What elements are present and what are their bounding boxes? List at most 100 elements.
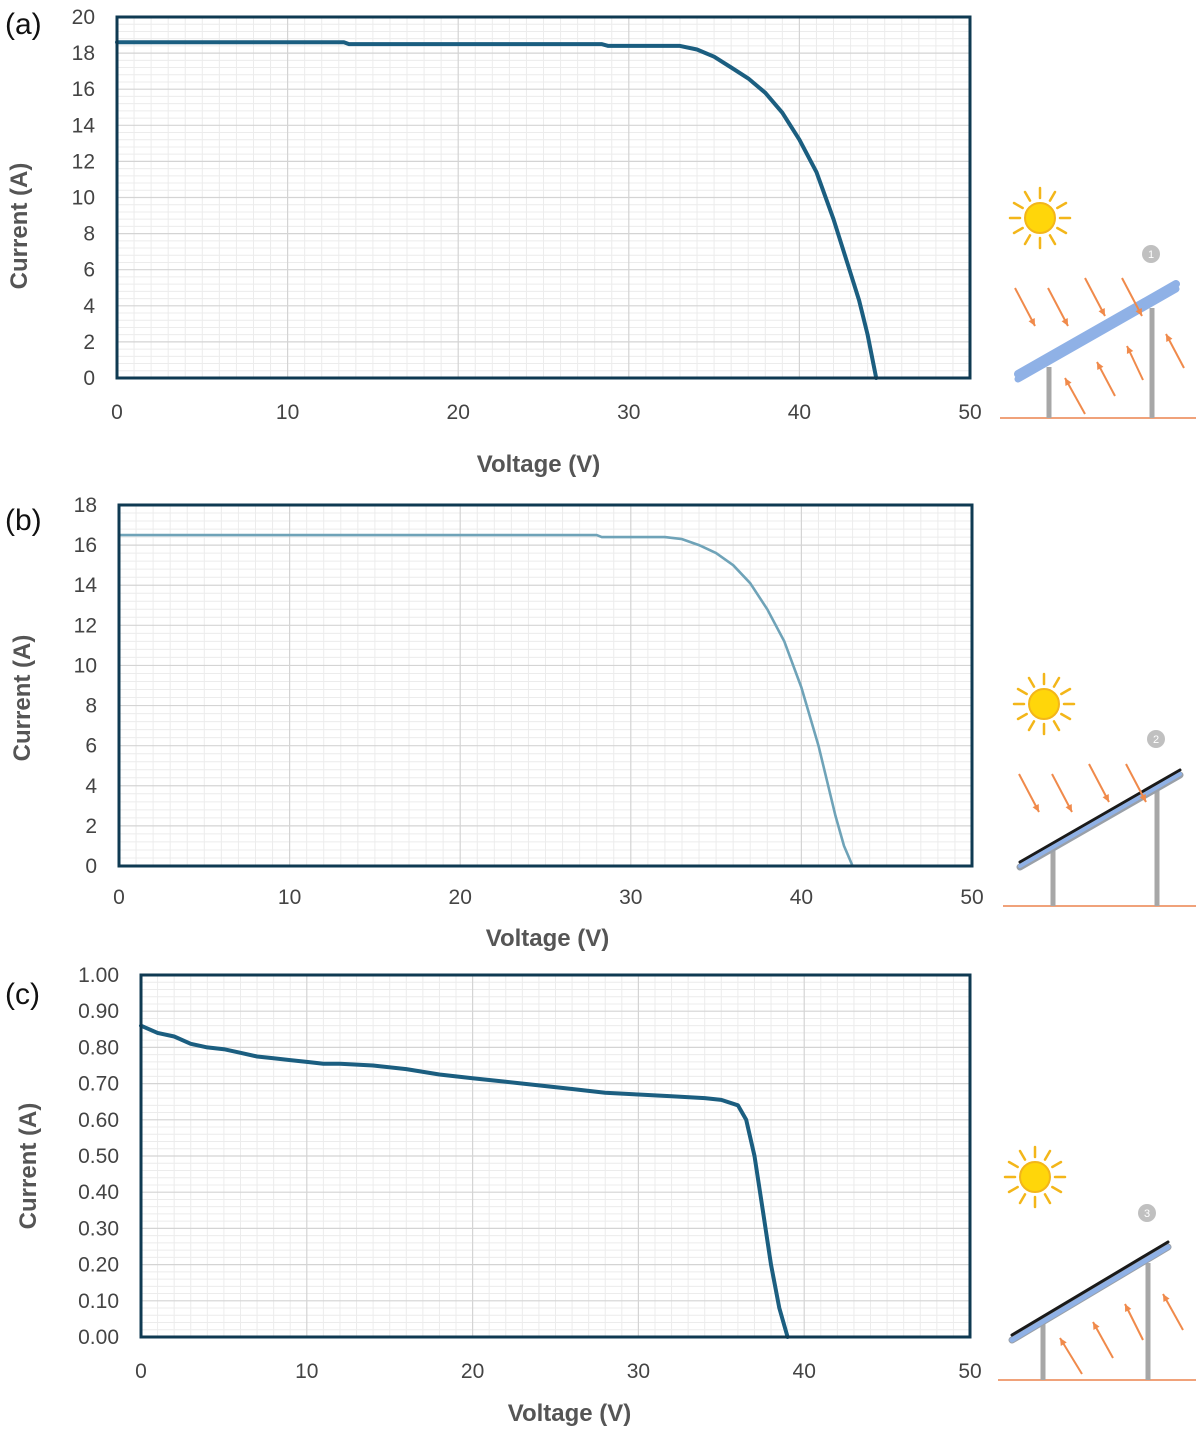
step-badge <box>1147 730 1165 748</box>
x-axis-title: Voltage (V) <box>477 451 601 478</box>
sun-disc <box>1024 202 1056 234</box>
sun-disc <box>1019 1161 1051 1193</box>
sun-ray <box>1043 1149 1052 1161</box>
solar-panel <box>1010 1240 1170 1337</box>
y-axis-title: Current (A) <box>6 163 33 290</box>
x-tick-label: 0 <box>111 401 123 424</box>
front-irradiance-arrow-head <box>1139 794 1146 802</box>
x-axis-title: Voltage (V) <box>486 925 610 952</box>
y-tick-label: 6 <box>83 259 95 282</box>
front-irradiance-arrow-head <box>1102 794 1109 802</box>
x-tick-label: 20 <box>461 1360 484 1383</box>
x-tick-label: 50 <box>960 886 983 909</box>
x-tick-label: 20 <box>449 886 472 909</box>
y-tick-label: 0.00 <box>78 1326 119 1349</box>
y-tick-label: 0.30 <box>78 1217 119 1240</box>
x-tick-label: 50 <box>958 401 981 424</box>
y-tick-label: 10 <box>72 187 95 210</box>
rear-irradiance-arrow-head <box>1060 1338 1067 1346</box>
sun-ray <box>1016 712 1028 721</box>
y-tick-label: 0 <box>85 855 97 878</box>
pv-setup-illustration: 3 <box>998 1145 1196 1381</box>
y-tick-label: 0.10 <box>78 1290 119 1313</box>
rear-irradiance-arrow-head <box>1065 378 1072 386</box>
sun-ray <box>1056 226 1068 235</box>
y-tick-label: 18 <box>72 42 95 65</box>
y-tick-label: 1.00 <box>78 964 119 987</box>
rear-irradiance-arrow-head <box>1097 362 1104 370</box>
y-tick-label: 0.50 <box>78 1145 119 1168</box>
pv-setup-illustration: 2 <box>1003 672 1196 907</box>
sun-ray <box>1007 1185 1019 1194</box>
y-tick-label: 0.90 <box>78 1000 119 1023</box>
x-tick-label: 30 <box>627 1360 650 1383</box>
y-tick-label: 12 <box>74 614 97 637</box>
step-badge-number: 2 <box>1153 734 1159 746</box>
sun-ray <box>1023 190 1032 202</box>
rear-irradiance-arrow-head <box>1163 1294 1170 1302</box>
pv-setup-illustration: 1 <box>1000 186 1196 419</box>
step-badge-number: 3 <box>1144 1208 1150 1220</box>
y-tick-label: 20 <box>72 6 95 29</box>
panel-a: 0 10 20 30 40 50 0 2 4 6 8 10 12 14 16 18 20 Voltage (V) C… <box>5 6 1196 478</box>
sun-ray <box>1012 201 1024 210</box>
x-axis-title: Voltage (V) <box>508 1400 632 1427</box>
rear-irradiance-arrow-head <box>1125 1304 1132 1312</box>
sun-ray <box>1052 676 1061 688</box>
sun-ray <box>1018 1193 1027 1205</box>
y-tick-label: 2 <box>83 331 95 354</box>
iv-curve-line <box>139 1023 790 1339</box>
x-tick-label: 40 <box>788 401 811 424</box>
y-tick-label: 14 <box>74 574 98 597</box>
solar-panel <box>1018 768 1182 864</box>
rear-irradiance-arrow-head <box>1093 1322 1100 1330</box>
sun-ray <box>1018 1149 1027 1161</box>
y-tick-label: 6 <box>85 735 97 758</box>
y-tick-label: 18 <box>74 494 97 517</box>
sun-ray <box>1016 687 1028 696</box>
y-tick-label: 0.40 <box>78 1181 119 1204</box>
front-irradiance-arrow-head <box>1098 308 1105 316</box>
y-tick-label: 0.20 <box>78 1254 119 1277</box>
x-tick-label: 30 <box>619 886 642 909</box>
sun-ray <box>1052 720 1061 732</box>
sun-disc <box>1028 688 1060 720</box>
y-tick-label: 16 <box>72 78 95 101</box>
y-axis-title: Current (A) <box>9 635 36 762</box>
iv-curve-line <box>117 533 854 868</box>
x-tick-label: 0 <box>135 1360 147 1383</box>
y-tick-label: 16 <box>74 534 97 557</box>
front-irradiance-arrow-head <box>1065 804 1072 812</box>
panel-front-face <box>1018 772 1182 868</box>
y-tick-label: 4 <box>85 775 97 798</box>
sun-ray <box>1060 712 1072 721</box>
y-tick-label: 0 <box>83 367 95 390</box>
y-tick-label: 0.70 <box>78 1073 119 1096</box>
sun-ray <box>1051 1160 1063 1169</box>
front-irradiance-arrow-head <box>1061 318 1068 326</box>
front-irradiance-arrow-head <box>1028 318 1035 326</box>
solar-panel <box>1014 280 1180 378</box>
plot-frame <box>115 15 972 380</box>
y-tick-label: 12 <box>72 150 95 173</box>
sun-ray <box>1043 1193 1052 1205</box>
x-tick-label: 10 <box>276 401 299 424</box>
sun-ray <box>1027 676 1036 688</box>
panel-rear-face <box>1009 1244 1171 1343</box>
sun-ray <box>1007 1160 1019 1169</box>
sun-ray <box>1060 687 1072 696</box>
x-tick-label: 30 <box>617 401 640 424</box>
y-tick-label: 8 <box>83 223 95 246</box>
y-tick-label: 0.80 <box>78 1036 119 1059</box>
x-tick-label: 10 <box>295 1360 318 1383</box>
y-tick-label: 14 <box>72 114 96 137</box>
y-axis-title: Current (A) <box>15 1103 42 1230</box>
panel-c: 0 10 20 30 40 50 0.00 0.10 0.20 0.30 0.40 0.50 0.60 0… <box>5 964 1196 1427</box>
y-tick-label: 0.60 <box>78 1109 119 1132</box>
step-badge <box>1138 1204 1156 1222</box>
sun-ray <box>1056 201 1068 210</box>
y-tick-label: 4 <box>83 295 95 318</box>
x-tick-label: 0 <box>113 886 125 909</box>
rear-irradiance-arrow-head <box>1166 334 1173 342</box>
